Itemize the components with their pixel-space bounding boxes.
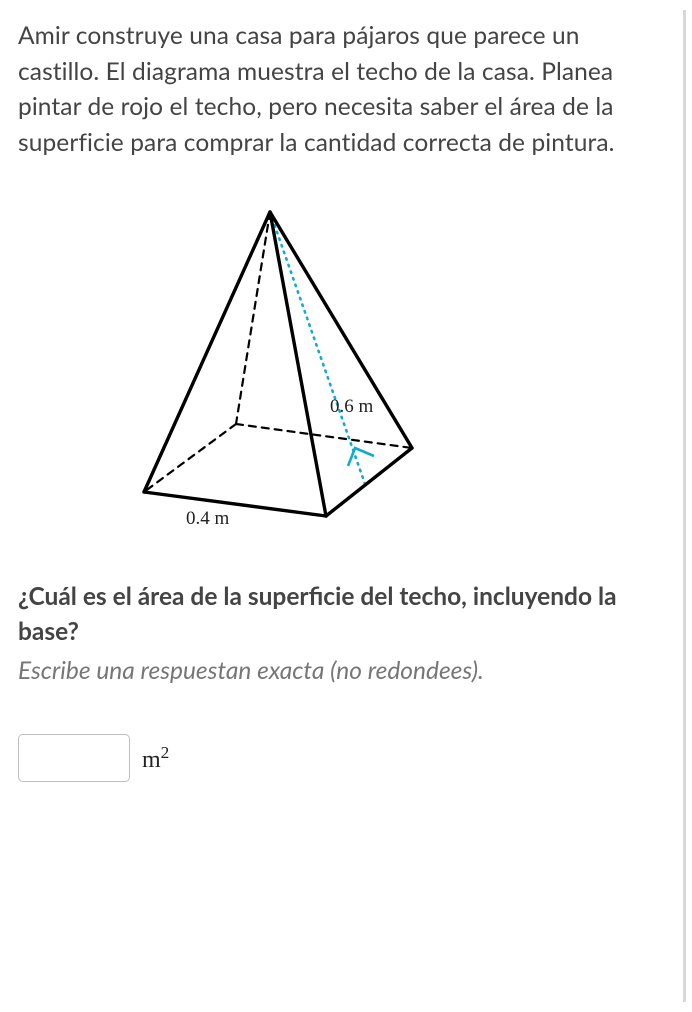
lateral-edge-hidden — [236, 212, 270, 424]
unit-base: m — [142, 747, 161, 773]
unit-exponent: 2 — [161, 743, 170, 762]
base-length-label: 0.4 m — [186, 508, 230, 529]
right-angle-icon — [348, 448, 374, 466]
problem-text: Amir construye una casa para pájaros que… — [18, 18, 668, 160]
scrollbar-track — [683, 10, 686, 1002]
lateral-edge-front-left — [144, 212, 270, 492]
base-edge-right — [326, 448, 412, 516]
pyramid-diagram: 0.6 m 0.4 m — [108, 200, 448, 540]
question-text: ¿Cuál es el área de la superficie del te… — [18, 580, 668, 650]
instruction-text: Escribe una respuestan exacta (no redond… — [18, 654, 668, 689]
answer-row: m2 — [18, 734, 668, 782]
answer-input[interactable] — [18, 734, 130, 782]
unit-label: m2 — [142, 743, 169, 774]
base-edge-front — [144, 492, 326, 516]
slant-height-label: 0.6 m — [330, 396, 374, 417]
base-edge-hidden-1 — [236, 424, 412, 448]
